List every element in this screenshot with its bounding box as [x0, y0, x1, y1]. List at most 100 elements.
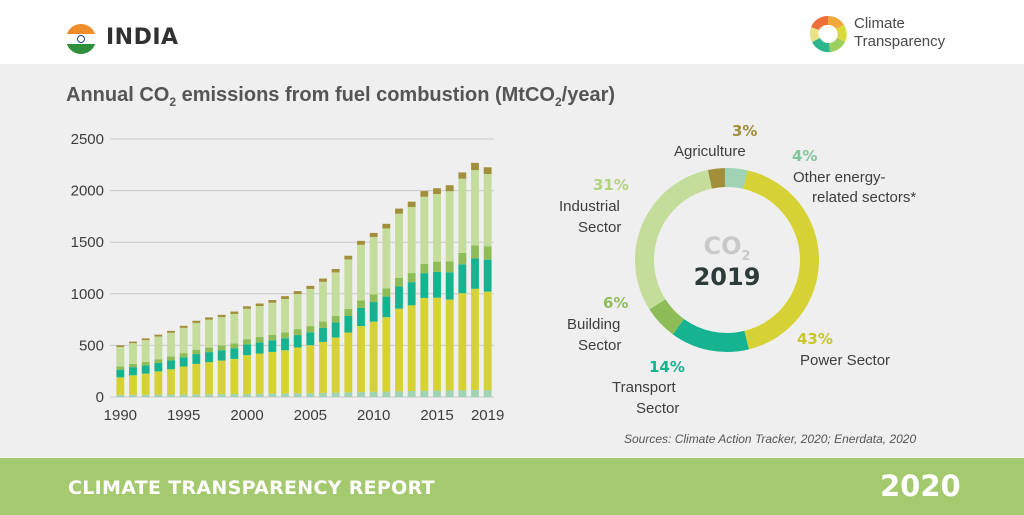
bar-segment-transport	[154, 362, 163, 372]
bar-segment-industrial	[407, 207, 416, 274]
bar-segment-building	[205, 347, 213, 353]
bar-segment-industrial	[395, 213, 403, 278]
bar-segment-building	[420, 263, 429, 274]
bar-segment-other-energy	[268, 393, 277, 397]
bar-segment-industrial	[420, 196, 429, 264]
bar-segment-transport	[306, 332, 315, 346]
sector-donut-chart	[635, 168, 819, 352]
bar-segment-transport	[230, 348, 239, 359]
climate-transparency-logo-icon	[809, 15, 847, 53]
bar-segment-agriculture	[420, 191, 429, 197]
bar-segment-power	[395, 308, 403, 392]
bar-segment-agriculture	[141, 338, 150, 341]
bar-segment-agriculture	[154, 334, 163, 337]
bar-segment-power	[281, 350, 289, 394]
bar-segment-industrial	[230, 313, 239, 344]
bar-segment-building	[331, 315, 340, 323]
bar-segment-transport	[179, 357, 188, 367]
bar-segment-building	[407, 273, 416, 283]
donut-center-label: CO2	[703, 232, 751, 264]
bar-segment-agriculture	[192, 320, 201, 323]
bar-segment-industrial	[154, 336, 163, 360]
bar-segment-other-energy	[243, 393, 251, 397]
bar-segment-industrial	[483, 173, 492, 247]
x-tick-label: 2015	[420, 407, 453, 424]
bar-segment-industrial	[331, 272, 340, 316]
industrial-pct: 31%	[593, 176, 629, 194]
building-pct: 6%	[603, 294, 629, 312]
bar-segment-other-energy	[458, 390, 467, 397]
bar-segment-power	[230, 358, 239, 395]
country-name: INDIA	[106, 25, 179, 50]
bar-segment-other-energy	[281, 393, 289, 397]
donut-slice-building	[649, 299, 684, 335]
bar-segment-transport	[407, 282, 416, 306]
bar-segment-industrial	[167, 332, 175, 357]
bar-segment-building	[268, 334, 277, 341]
bar-segment-building	[433, 261, 441, 272]
bar-segment-transport	[217, 350, 226, 361]
footer-bar	[0, 458, 1024, 515]
bar-segment-agriculture	[167, 330, 175, 333]
y-tick-label: 0	[96, 389, 104, 406]
bar-segment-building	[483, 246, 492, 260]
report-name: CLIMATE TRANSPARENCY REPORT	[68, 477, 435, 499]
bar-segment-industrial	[141, 340, 150, 362]
bar-segment-transport	[319, 327, 327, 342]
y-tick-label: 500	[79, 337, 104, 354]
bar-segment-agriculture	[230, 311, 239, 314]
bar-segment-power	[154, 371, 163, 395]
chart-title: Annual CO2 emissions from fuel combustio…	[66, 84, 616, 109]
bar-segment-agriculture	[319, 278, 327, 282]
bar-segment-other-energy	[293, 393, 302, 397]
bar-segment-building	[141, 361, 150, 366]
bar-segment-other-energy	[369, 391, 378, 397]
bar-segment-power	[369, 321, 378, 392]
donut-slice-power	[743, 170, 819, 350]
bar-segment-power	[319, 341, 327, 393]
bar-segment-industrial	[357, 244, 365, 301]
bar-segment-other-energy	[407, 391, 416, 397]
power-pct: 43%	[797, 330, 833, 348]
bar-segment-agriculture	[344, 255, 353, 260]
transport-label-line1: Transport	[612, 379, 676, 396]
donut-slice-agriculture	[707, 168, 726, 189]
agriculture-label: Agriculture	[674, 143, 746, 160]
bar-segment-transport	[293, 335, 302, 348]
bar-segment-building	[382, 288, 391, 297]
bar-segment-transport	[281, 338, 289, 351]
bar-segment-transport	[344, 315, 353, 333]
bar-segment-building	[255, 337, 264, 343]
bar-segment-power	[483, 291, 492, 391]
bar-segment-transport	[483, 259, 492, 292]
bar-segment-building	[281, 332, 289, 339]
bar-segment-other-energy	[319, 392, 327, 397]
bar-segment-other-energy	[154, 394, 163, 397]
bar-segment-building	[154, 359, 163, 363]
bar-segment-power	[179, 366, 188, 395]
brand-name-line1: Climate	[854, 15, 905, 32]
y-tick-label: 1000	[71, 286, 104, 303]
bar-segment-industrial	[306, 288, 315, 327]
bar-segment-building	[357, 300, 365, 308]
bar-segment-building	[217, 345, 226, 351]
bar-segment-other-energy	[205, 394, 213, 397]
bar-segment-industrial	[319, 281, 327, 322]
transport-label-line2: Sector	[636, 400, 680, 417]
industrial-label-line2: Sector	[578, 219, 622, 236]
bar-segment-transport	[357, 307, 365, 326]
bar-segment-agriculture	[483, 167, 492, 174]
bar-segment-building	[230, 343, 239, 349]
bar-segment-power	[407, 305, 416, 392]
bar-segment-power	[357, 325, 365, 393]
bar-segment-industrial	[281, 298, 289, 333]
bar-segment-industrial	[243, 308, 251, 340]
x-tick-label: 2000	[230, 407, 263, 424]
bar-segment-power	[420, 297, 429, 391]
bar-segment-power	[382, 317, 391, 392]
bar-segment-agriculture	[129, 341, 137, 344]
india-flag-icon	[66, 24, 96, 54]
bar-segment-industrial	[445, 191, 454, 262]
bar-segment-industrial	[433, 194, 441, 262]
bar-segment-power	[445, 299, 454, 391]
